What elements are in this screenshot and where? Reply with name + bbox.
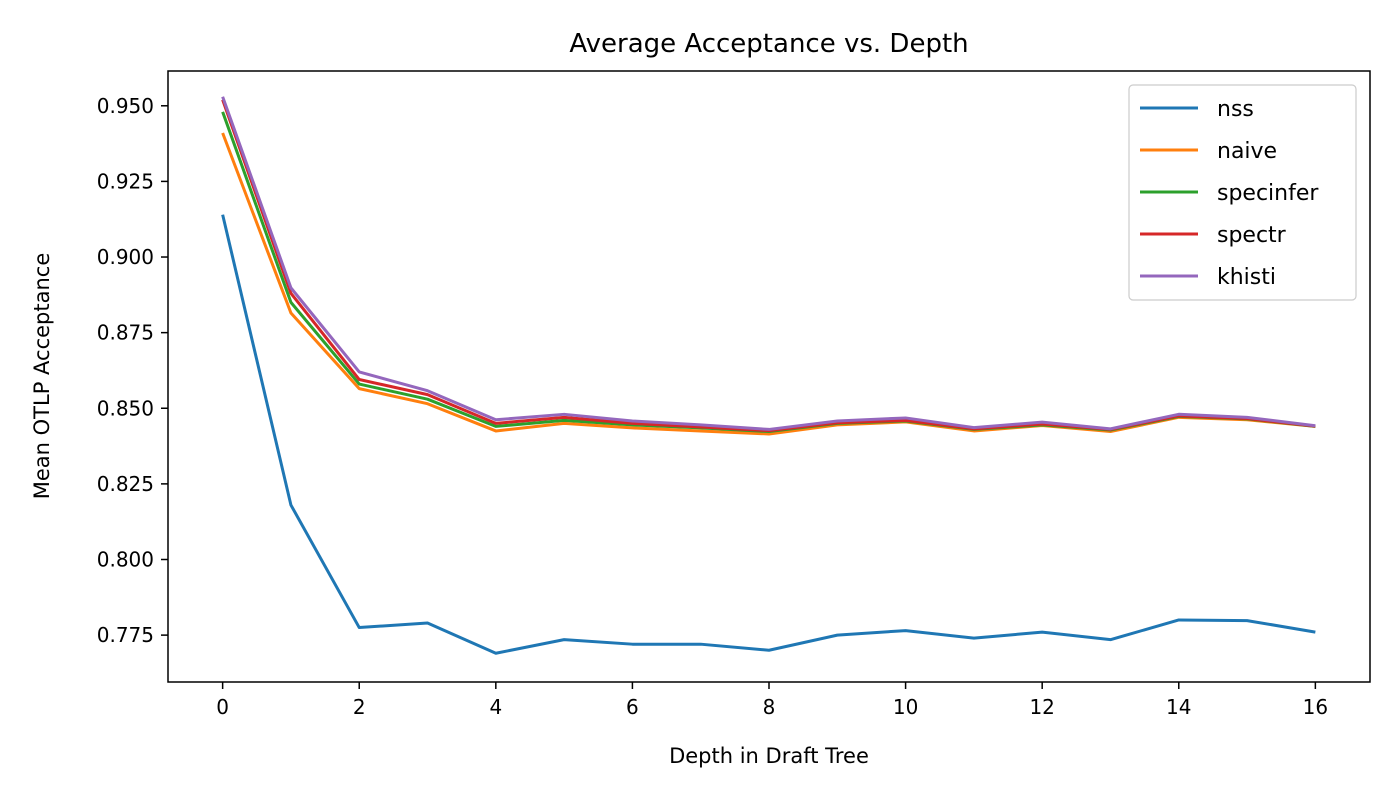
x-tick-label: 16 — [1303, 695, 1328, 719]
y-tick-label: 0.950 — [97, 94, 154, 118]
legend: nss naive specinfer spectr khisti — [1128, 84, 1357, 301]
y-tick-label: 0.925 — [97, 169, 154, 193]
series-line-khisti — [221, 96, 1316, 431]
legend-label-nss: nss — [1217, 97, 1254, 122]
y-axis: 0.775 0.800 0.825 0.850 0.875 0.900 0.925 0.950 — [97, 94, 168, 647]
legend-label-specinfer: specinfer — [1217, 181, 1319, 206]
y-axis-label: Mean OTLP Acceptance — [30, 253, 54, 500]
x-tick-label: 10 — [893, 695, 918, 719]
legend-box — [1128, 84, 1357, 301]
chart-title: Average Acceptance vs. Depth — [569, 29, 968, 59]
y-tick-label: 0.800 — [97, 547, 154, 571]
x-axis-label: Depth in Draft Tree — [669, 744, 869, 768]
y-tick-label: 0.900 — [97, 245, 154, 269]
x-tick-label: 4 — [489, 695, 502, 719]
x-tick-label: 6 — [626, 695, 639, 719]
x-tick-label: 0 — [216, 695, 229, 719]
x-tick-label: 12 — [1029, 695, 1054, 719]
legend-label-khisti: khisti — [1217, 265, 1276, 290]
legend-label-naive: naive — [1217, 139, 1277, 164]
x-tick-label: 2 — [353, 695, 366, 719]
y-tick-label: 0.775 — [97, 623, 154, 647]
x-axis: 0 2 4 6 8 10 12 14 16 — [216, 682, 1328, 719]
x-tick-label: 14 — [1166, 695, 1191, 719]
y-tick-label: 0.850 — [97, 396, 154, 420]
y-tick-label: 0.825 — [97, 472, 154, 496]
y-tick-label: 0.875 — [97, 321, 154, 345]
plot-area — [221, 96, 1316, 655]
series-line-nss — [221, 214, 1316, 655]
x-tick-label: 8 — [763, 695, 776, 719]
legend-label-spectr: spectr — [1217, 223, 1287, 248]
